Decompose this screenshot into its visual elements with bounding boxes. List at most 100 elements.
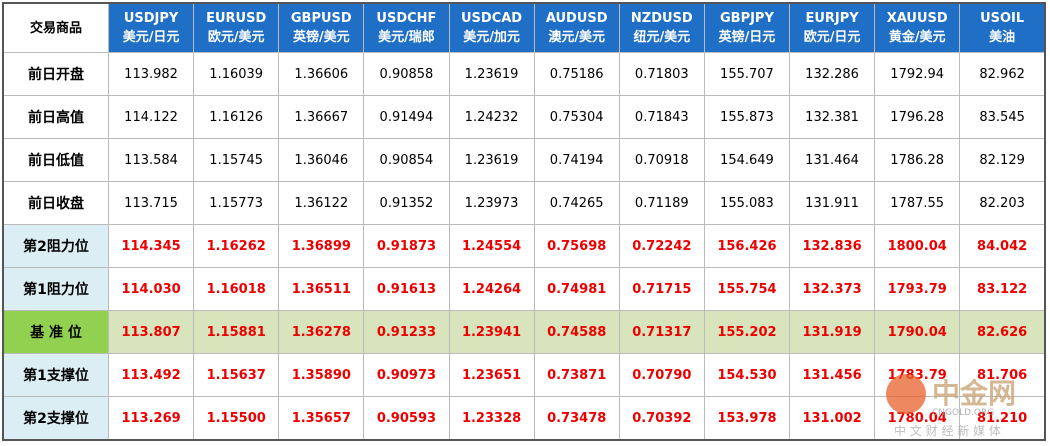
cell: 81.706 xyxy=(959,353,1046,397)
cell: 131.911 xyxy=(788,181,876,225)
cell: 83.545 xyxy=(959,95,1046,139)
cell: 113.584 xyxy=(107,138,195,182)
cell: 113.715 xyxy=(107,181,195,225)
column-header: EURUSD 欧元/美元 xyxy=(193,2,280,53)
cell: 113.492 xyxy=(107,353,195,397)
cell: 1.16018 xyxy=(193,267,280,311)
watermark-site: CNGOLD.ORG xyxy=(932,408,995,418)
cell: 81.210 xyxy=(959,396,1046,441)
cell: 0.70790 xyxy=(618,353,705,397)
cell: 1796.28 xyxy=(874,95,961,139)
cell: 1800.04 xyxy=(874,224,961,268)
cell: 0.75304 xyxy=(533,95,620,139)
column-name: 美元/瑞郎 xyxy=(378,30,435,45)
cell: 0.74265 xyxy=(533,181,620,225)
cell: 155.873 xyxy=(703,95,791,139)
cell: 1.23619 xyxy=(448,52,535,96)
cell: 156.426 xyxy=(703,224,791,268)
row-label: 第2支撑位 xyxy=(2,396,109,441)
table-row: 第1阻力位 114.030 1.16018 1.36511 0.91613 1.24264… xyxy=(2,267,1046,311)
column-symbol: USDCAD xyxy=(461,11,523,26)
column-name: 黄金/美元 xyxy=(888,30,946,45)
cell: 1.36667 xyxy=(278,95,365,139)
cell: 1.36122 xyxy=(278,181,365,225)
table-row: 前日收盘 113.715 1.15773 1.36122 0.91352 1.23973 0… xyxy=(2,181,1046,225)
table-row: 前日开盘 113.982 1.16039 1.36606 0.90858 1.23619 0… xyxy=(2,52,1046,96)
corner-header: 交易商品 xyxy=(2,2,109,53)
watermark-slogan: 中 文 财 经 新 媒 体 xyxy=(894,424,1001,438)
column-header: USDCAD 美元/加元 xyxy=(448,2,535,53)
cell: 0.70918 xyxy=(618,138,705,182)
cell: 114.122 xyxy=(107,95,195,139)
column-name: 英镑/日元 xyxy=(718,30,776,45)
cell: 0.71189 xyxy=(618,181,705,225)
row-label: 前日高值 xyxy=(2,95,109,139)
cell: 0.72242 xyxy=(618,224,705,268)
cell: 1.24264 xyxy=(448,267,535,311)
row-label: 第1阻力位 xyxy=(2,267,109,311)
cell: 0.91233 xyxy=(363,310,450,354)
column-name: 英镑/美元 xyxy=(292,30,350,45)
watermark-logo xyxy=(886,374,926,414)
cell: 0.75186 xyxy=(533,52,620,96)
column-name: 欧元/美元 xyxy=(207,30,265,45)
column-name: 美油 xyxy=(989,30,1016,45)
cell: 0.90854 xyxy=(363,138,450,182)
column-symbol: EURJPY xyxy=(805,11,859,26)
column-name: 纽元/美元 xyxy=(633,30,691,45)
cell: 1.15637 xyxy=(193,353,280,397)
cell: 131.002 xyxy=(788,396,876,441)
cell: 1786.28 xyxy=(874,138,961,182)
cell: 0.75698 xyxy=(533,224,620,268)
column-header: NZDUSD 纽元/美元 xyxy=(618,2,705,53)
cell: 82.129 xyxy=(959,138,1046,182)
cell: 0.91352 xyxy=(363,181,450,225)
cell: 0.74588 xyxy=(533,310,620,354)
column-name: 欧元/日元 xyxy=(803,30,861,45)
cell: 1.23328 xyxy=(448,396,535,441)
column-symbol: GBPJPY xyxy=(719,11,774,26)
cell: 1.16039 xyxy=(193,52,280,96)
cell: 0.90973 xyxy=(363,353,450,397)
cell: 1.36511 xyxy=(278,267,365,311)
row-label: 前日开盘 xyxy=(2,52,109,96)
cell: 155.707 xyxy=(703,52,791,96)
cell: 1.23619 xyxy=(448,138,535,182)
cell: 114.030 xyxy=(107,267,195,311)
column-header: XAUUSD 黄金/美元 xyxy=(874,2,961,53)
cell: 1.36046 xyxy=(278,138,365,182)
cell: 1.15745 xyxy=(193,138,280,182)
cell: 0.71843 xyxy=(618,95,705,139)
row-label: 前日收盘 xyxy=(2,181,109,225)
cell: 132.836 xyxy=(788,224,876,268)
cell: 1.35657 xyxy=(278,396,365,441)
row-label: 基 准 位 xyxy=(2,310,109,354)
column-symbol: AUDUSD xyxy=(545,11,608,26)
row-label: 第1支撑位 xyxy=(2,353,109,397)
cell: 82.203 xyxy=(959,181,1046,225)
column-name: 美元/加元 xyxy=(463,30,520,45)
table-row: 前日高值 114.122 1.16126 1.36667 0.91494 1.24232 0… xyxy=(2,95,1046,139)
cell: 1.24232 xyxy=(448,95,535,139)
cell: 84.042 xyxy=(959,224,1046,268)
cell: 0.71317 xyxy=(618,310,705,354)
cell: 1.36278 xyxy=(278,310,365,354)
column-symbol: USDJPY xyxy=(123,11,179,26)
cell: 0.71803 xyxy=(618,52,705,96)
cell: 0.91873 xyxy=(363,224,450,268)
cell: 1.36606 xyxy=(278,52,365,96)
cell: 1.24554 xyxy=(448,224,535,268)
cell: 1.23941 xyxy=(448,310,535,354)
cell: 0.73871 xyxy=(533,353,620,397)
row-label: 第2阻力位 xyxy=(2,224,109,268)
cell: 155.202 xyxy=(703,310,791,354)
cell: 1.15773 xyxy=(193,181,280,225)
quote-table: 交易商品 USDJPY 美元/日元 EURUSD 欧元/美元 GBPUSD 英镑/美元 USD… xyxy=(2,2,1046,441)
cell: 1.36899 xyxy=(278,224,365,268)
column-symbol: USDCHF xyxy=(376,11,437,26)
cell: 1793.79 xyxy=(874,267,961,311)
column-header: GBPUSD 英镑/美元 xyxy=(278,2,365,53)
column-header: AUDUSD 澳元/美元 xyxy=(533,2,620,53)
watermark: 中金网 CNGOLD.ORG 中 文 财 经 新 媒 体 xyxy=(886,372,1046,438)
cell: 0.74981 xyxy=(533,267,620,311)
